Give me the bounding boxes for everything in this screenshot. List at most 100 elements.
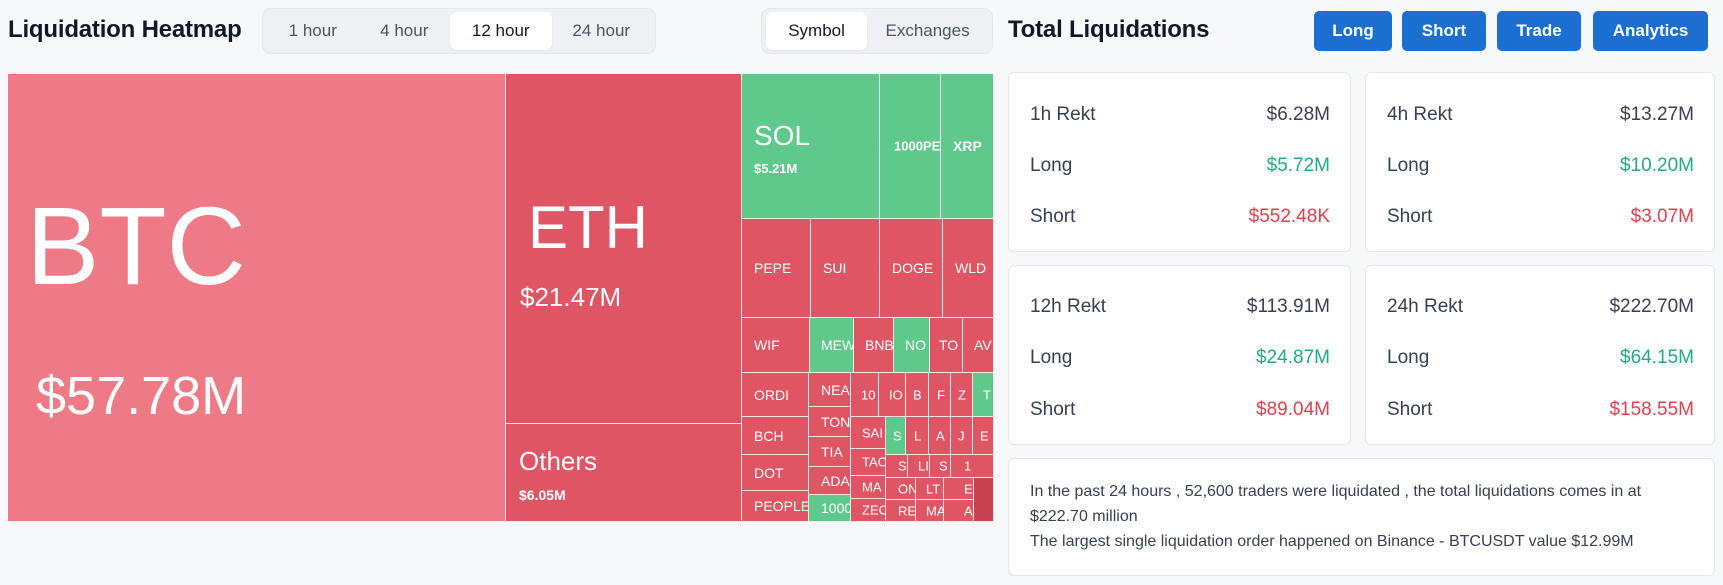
tile-ton-2[interactable]: TO xyxy=(930,318,963,373)
tab-1-hour[interactable]: 1 hour xyxy=(288,21,337,40)
tile-symbol: Z xyxy=(958,387,966,402)
tile-f[interactable]: F xyxy=(929,373,951,417)
tab-12-hour[interactable]: 12 hour xyxy=(450,12,552,50)
tile-1000-2[interactable]: 1000 xyxy=(809,495,851,522)
tile-btc[interactable]: BTC $57.78M xyxy=(8,74,506,522)
tile-s-2[interactable]: S xyxy=(930,455,951,478)
rekt-short-row: Short $3.07M xyxy=(1387,206,1694,228)
tile-sui[interactable]: SUI xyxy=(811,219,880,318)
rekt-total-value: $6.28M xyxy=(1266,104,1330,125)
tile-tia[interactable]: TIA xyxy=(809,437,851,467)
tile-re[interactable]: RE xyxy=(886,500,916,522)
tile-ordi[interactable]: ORDI xyxy=(742,373,809,417)
rekt-card-24h: 24h Rekt $222.70M Long $64.15M Short $158.5… xyxy=(1365,265,1715,445)
tile-io[interactable]: IO xyxy=(879,373,906,417)
tile-wif[interactable]: WIF xyxy=(742,318,810,373)
tile-xrp[interactable]: XRP xyxy=(941,74,994,219)
tile-symbol: TON xyxy=(821,413,851,430)
tile-symbol: BTC xyxy=(26,185,246,308)
tile-zec[interactable]: ZEC xyxy=(851,499,886,522)
tile-pepe[interactable]: PEPE xyxy=(742,219,811,318)
tile-wld[interactable]: WLD xyxy=(943,219,994,318)
tile-10[interactable]: 10 xyxy=(851,373,879,417)
tile-symbol: DOGE xyxy=(892,260,934,276)
rekt-label: 1h Rekt xyxy=(1030,104,1096,125)
tile-e[interactable]: E xyxy=(973,417,994,455)
tile-symbol: L xyxy=(914,428,922,443)
tile-symbol: J xyxy=(958,428,965,443)
time-range-selector: 1 hour 4 hour 12 hour 24 hour xyxy=(262,8,656,54)
long-value: $10.20M xyxy=(1620,155,1694,176)
tab-exchanges[interactable]: Exchanges xyxy=(885,21,970,40)
short-button[interactable]: Short xyxy=(1402,11,1486,51)
tile-ma-2[interactable]: MA xyxy=(916,500,944,522)
tile-dark[interactable] xyxy=(974,478,994,522)
tile-tao[interactable]: TAC xyxy=(851,449,886,476)
tile-near[interactable]: NEA xyxy=(809,373,851,407)
tile-symbol: SA xyxy=(898,458,907,474)
tab-24-hour[interactable]: 24 hour xyxy=(572,21,631,40)
tile-t[interactable]: T xyxy=(973,373,994,417)
tile-dot[interactable]: DOT xyxy=(742,455,809,491)
rekt-label: 24h Rekt xyxy=(1387,296,1464,317)
tile-value: $6.05M xyxy=(519,487,566,503)
tile-symbol: SAI xyxy=(862,425,883,440)
tile-symbol: AV xyxy=(974,337,992,353)
tile-symbol: LIS xyxy=(918,458,929,474)
tile-b[interactable]: B xyxy=(906,373,929,417)
tile-j[interactable]: J xyxy=(951,417,973,455)
long-button[interactable]: Long xyxy=(1314,11,1392,51)
tile-symbol: TIA xyxy=(821,443,843,460)
tile-sol[interactable]: SOL $5.21M xyxy=(742,74,880,219)
tile-bch[interactable]: BCH xyxy=(742,417,809,455)
tile-symbol: 1000PE xyxy=(894,138,941,154)
short-value: $552.48K xyxy=(1248,206,1330,227)
tab-4-hour[interactable]: 4 hour xyxy=(380,21,429,40)
rekt-total-row: 1h Rekt $6.28M xyxy=(1030,104,1330,126)
tile-s[interactable]: S xyxy=(886,417,906,455)
rekt-card-12h: 12h Rekt $113.91M Long $24.87M Short $89.04… xyxy=(1008,265,1351,445)
tile-etc[interactable]: ET xyxy=(944,478,974,500)
tile-sand[interactable]: SAI xyxy=(851,417,886,449)
tile-symbol: B xyxy=(913,387,922,402)
tile-symbol: ORDI xyxy=(754,386,789,403)
tile-value: $21.47M xyxy=(520,282,622,312)
tile-symbol: T xyxy=(983,387,991,402)
tile-not[interactable]: NO xyxy=(894,318,930,373)
tile-lis[interactable]: LIS xyxy=(908,455,930,478)
tile-value: $5.21M xyxy=(754,161,798,176)
tile-people[interactable]: PEOPLE xyxy=(742,491,809,522)
tile-symbol: NEA xyxy=(821,381,850,398)
tile-ma[interactable]: MA xyxy=(851,476,886,499)
tile-z[interactable]: Z xyxy=(951,373,973,417)
tile-ada[interactable]: ADA xyxy=(809,467,851,495)
tile-symbol: ETH xyxy=(528,194,648,261)
tile-ltc[interactable]: LT xyxy=(916,478,944,500)
tile-eth[interactable]: ETH $21.47M xyxy=(506,74,742,424)
rekt-long-row: Long $10.20M xyxy=(1387,155,1694,177)
rekt-long-row: Long $24.87M xyxy=(1030,347,1330,369)
tile-avax[interactable]: AV xyxy=(963,318,994,373)
tile-symbol: ET xyxy=(964,481,973,496)
long-value: $24.87M xyxy=(1256,347,1330,368)
rekt-label: 12h Rekt xyxy=(1030,296,1107,317)
tile-symbol: Others xyxy=(519,446,598,476)
tile-ondo[interactable]: ON xyxy=(886,478,916,500)
trade-button[interactable]: Trade xyxy=(1497,11,1581,51)
tile-doge[interactable]: DOGE xyxy=(880,219,943,318)
tile-1000pepe[interactable]: 1000PE xyxy=(880,74,941,219)
analytics-button[interactable]: Analytics xyxy=(1593,11,1708,51)
tile-sa[interactable]: SA xyxy=(886,455,908,478)
tile-mew[interactable]: MEW xyxy=(810,318,854,373)
tile-a[interactable]: A xyxy=(929,417,951,455)
tab-symbol[interactable]: Symbol xyxy=(766,12,868,50)
tile-ton[interactable]: TON xyxy=(809,407,851,437)
tile-ar[interactable]: AR xyxy=(944,500,974,522)
tile-symbol: 1000 xyxy=(821,500,851,516)
tile-symbol: PEPE xyxy=(754,260,792,276)
tile-symbol: TAC xyxy=(862,454,886,470)
tile-bnb[interactable]: BNB xyxy=(854,318,894,373)
tile-1[interactable]: 1 xyxy=(951,455,994,478)
tile-l[interactable]: L xyxy=(906,417,929,455)
tile-others[interactable]: Others $6.05M xyxy=(506,424,742,522)
